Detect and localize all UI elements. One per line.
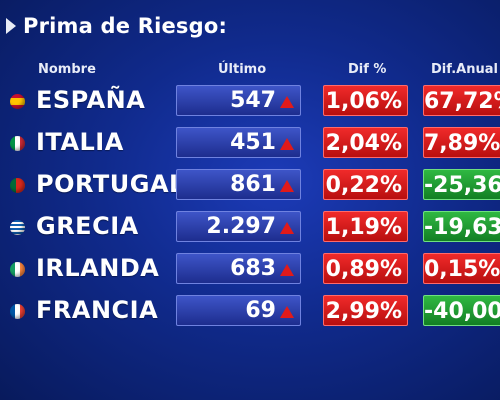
country-name: ESPAÑA bbox=[36, 86, 146, 114]
title-text: Prima de Riesgo: bbox=[23, 14, 228, 38]
france-flag-icon bbox=[10, 304, 25, 319]
greece-flag-icon bbox=[10, 220, 25, 235]
ultimo-cell: 861 bbox=[176, 169, 301, 200]
up-arrow-icon bbox=[280, 222, 294, 234]
ultimo-cell: 683 bbox=[176, 253, 301, 284]
dif-cell: 1,19% bbox=[323, 211, 408, 242]
header-dif: Dif % bbox=[348, 62, 387, 77]
dif-anual-cell: -40,00% bbox=[423, 295, 500, 326]
up-arrow-icon bbox=[280, 306, 294, 318]
ultimo-cell: 451 bbox=[176, 127, 301, 158]
header-nombre: Nombre bbox=[38, 62, 96, 77]
dif-anual-cell: 0,15% bbox=[423, 253, 500, 284]
ultimo-value: 69 bbox=[245, 298, 276, 323]
up-arrow-icon bbox=[280, 264, 294, 276]
dif-cell: 0,89% bbox=[323, 253, 408, 284]
country-name: PORTUGAL bbox=[36, 170, 185, 198]
ultimo-value: 451 bbox=[230, 130, 276, 155]
play-triangle-icon bbox=[6, 18, 16, 34]
title: Prima de Riesgo: bbox=[6, 14, 227, 38]
ultimo-cell: 547 bbox=[176, 85, 301, 116]
row-italia: ITALIA 451 2,04% 7,89% bbox=[0, 126, 500, 162]
ultimo-value: 861 bbox=[230, 172, 276, 197]
italy-flag-icon bbox=[10, 136, 25, 151]
header-ultimo: Último bbox=[218, 62, 267, 77]
ultimo-value: 547 bbox=[230, 88, 276, 113]
row-francia: FRANCIA 69 2,99% -40,00% bbox=[0, 294, 500, 330]
up-arrow-icon bbox=[280, 96, 294, 108]
country-name: IRLANDA bbox=[36, 254, 160, 282]
up-arrow-icon bbox=[280, 180, 294, 192]
header-dif-anual: Dif.Anual % bbox=[431, 62, 500, 77]
country-name: GRECIA bbox=[36, 212, 139, 240]
country-name: FRANCIA bbox=[36, 296, 159, 324]
ultimo-cell: 69 bbox=[176, 295, 301, 326]
country-name: ITALIA bbox=[36, 128, 124, 156]
portugal-flag-icon bbox=[10, 178, 25, 193]
ultimo-value: 683 bbox=[230, 256, 276, 281]
dif-cell: 2,04% bbox=[323, 127, 408, 158]
dif-cell: 1,06% bbox=[323, 85, 408, 116]
spain-flag-icon bbox=[10, 94, 25, 109]
row-irlanda: IRLANDA 683 0,89% 0,15% bbox=[0, 252, 500, 288]
row-grecia: GRECIA 2.297 1,19% -19,63% bbox=[0, 210, 500, 246]
dif-cell: 0,22% bbox=[323, 169, 408, 200]
ultimo-cell: 2.297 bbox=[176, 211, 301, 242]
dif-cell: 2,99% bbox=[323, 295, 408, 326]
ultimo-value: 2.297 bbox=[206, 214, 276, 239]
dif-anual-cell: -25,36% bbox=[423, 169, 500, 200]
up-arrow-icon bbox=[280, 138, 294, 150]
dif-anual-cell: 7,89% bbox=[423, 127, 500, 158]
dif-anual-cell: -19,63% bbox=[423, 211, 500, 242]
row-espana: ESPAÑA 547 1,06% 67,72% bbox=[0, 84, 500, 120]
ireland-flag-icon bbox=[10, 262, 25, 277]
row-portugal: PORTUGAL 861 0,22% -25,36% bbox=[0, 168, 500, 204]
dif-anual-cell: 67,72% bbox=[423, 85, 500, 116]
